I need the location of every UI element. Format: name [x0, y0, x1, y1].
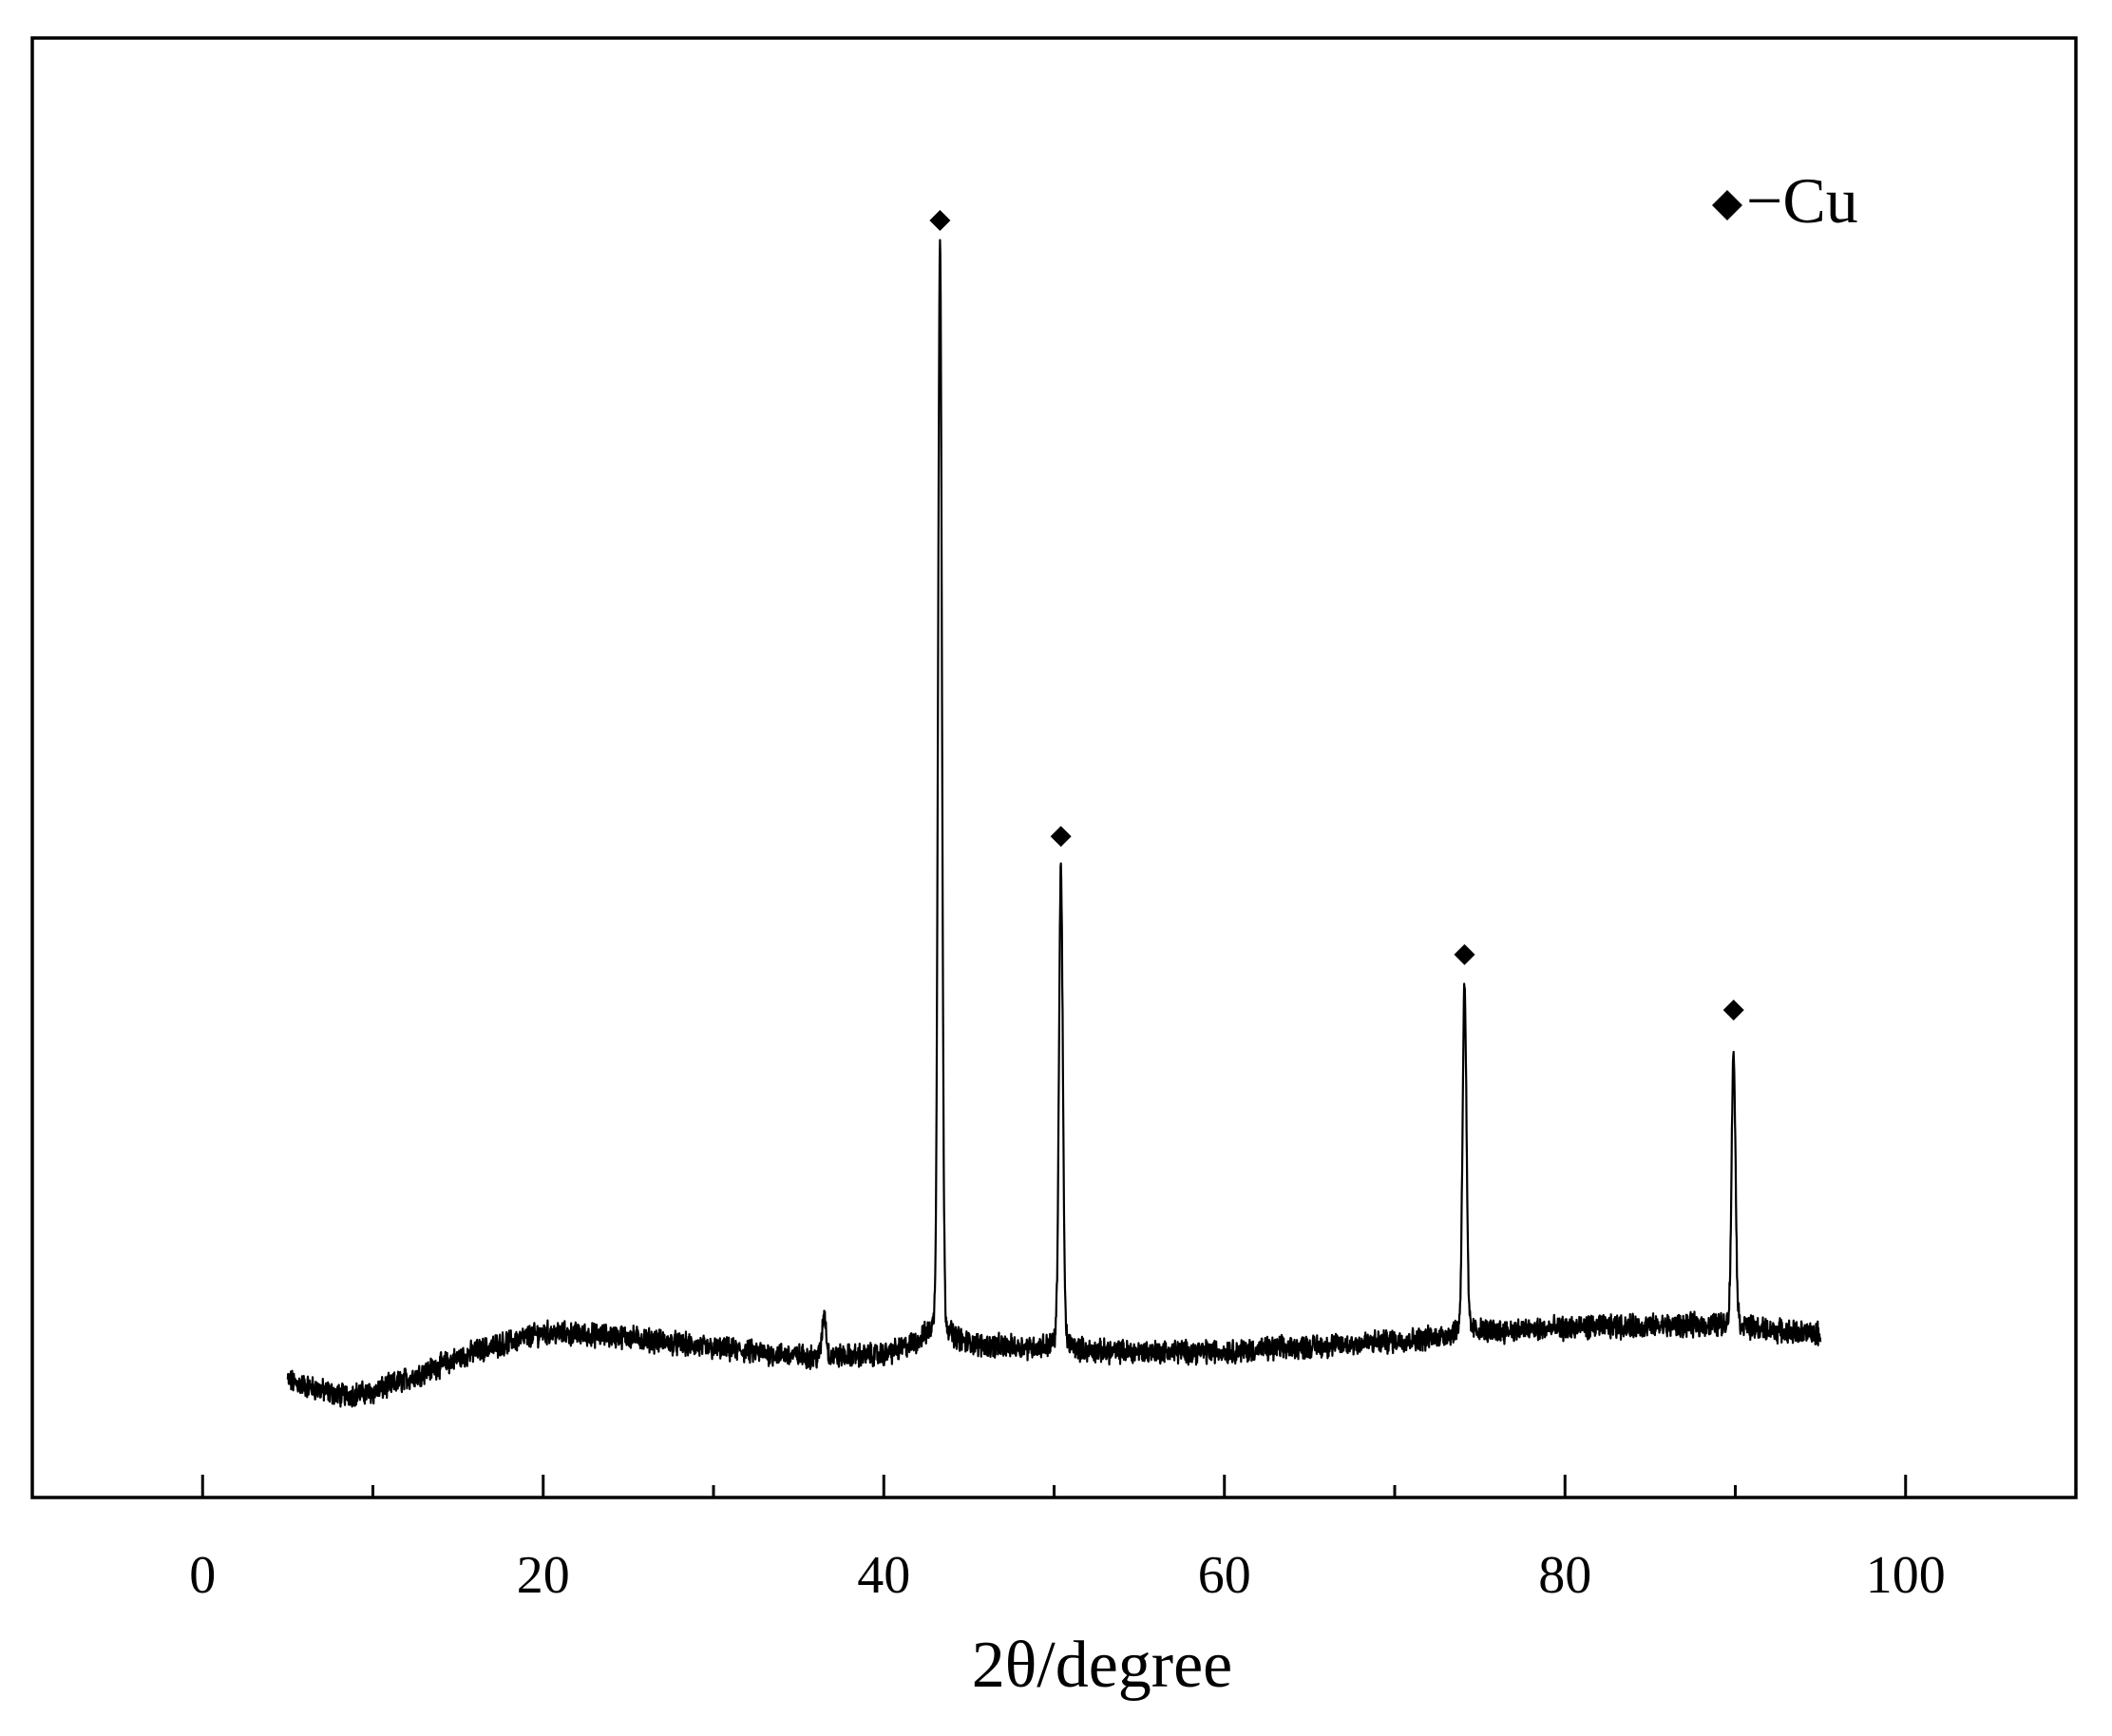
peak-marker-diamond-icon	[1454, 944, 1475, 965]
x-tick-label: 60	[1198, 1546, 1251, 1605]
peak-marker-diamond-icon	[1722, 999, 1744, 1021]
series-line-cu	[286, 238, 1822, 1408]
x-tick-label: 20	[517, 1546, 570, 1605]
legend-label: −Cu	[1746, 164, 1858, 237]
legend: −Cu	[1712, 164, 1858, 237]
x-axis-title: 2θ/degree	[972, 1629, 1233, 1702]
peak-markers	[929, 210, 1744, 1021]
peak-marker-diamond-icon	[1050, 826, 1072, 848]
x-axis-ticks	[200, 1475, 1908, 1498]
legend-diamond-icon	[1712, 190, 1742, 220]
series-group	[286, 238, 1822, 1408]
peak-marker-diamond-icon	[929, 210, 951, 231]
x-tick-label: 40	[857, 1546, 910, 1605]
x-tick-label: 80	[1538, 1546, 1591, 1605]
x-tick-label: 100	[1866, 1546, 1946, 1605]
plot-frame	[30, 36, 2078, 1499]
x-axis-tick-labels: 0 20 40 60 80 100	[189, 1546, 1946, 1605]
x-tick-label: 0	[189, 1546, 216, 1605]
